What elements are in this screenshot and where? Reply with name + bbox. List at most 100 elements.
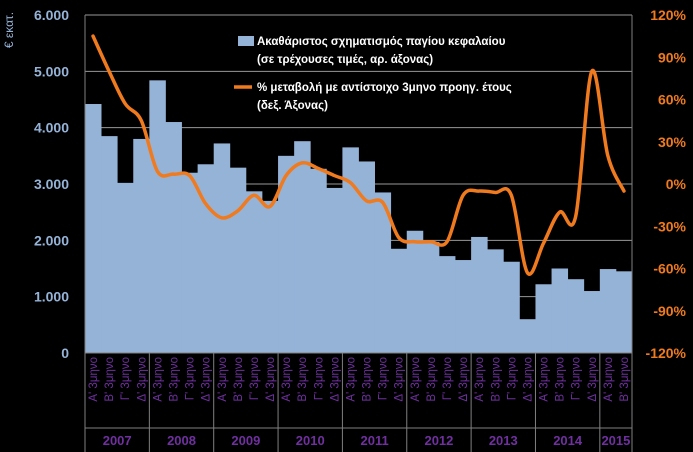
axes [84,15,633,354]
category-label: Γ' 3μηνο [378,357,390,400]
right-tick-label: 60% [658,92,687,108]
bar [599,269,617,353]
right-tick-label: -120% [646,345,687,361]
category-label: Δ' 3μηνο [329,357,341,402]
bar [471,236,488,353]
right-tick-label: 0% [666,176,687,192]
right-tick-label: -30% [653,218,686,234]
category-label: Δ' 3μηνο [458,357,470,402]
category-label: Α' 3μηνο [474,357,486,402]
left-tick-label: 4.000 [34,120,69,136]
left-tick-label: 1.000 [34,289,69,305]
bar [261,200,279,353]
bar [181,172,199,353]
category-label: Γ' 3μηνο [506,357,518,400]
year-label: 2013 [489,433,518,448]
left-tick-label: 5.000 [34,63,69,79]
legend-bar-swatch [238,36,254,46]
right-tick-label: 90% [658,49,687,65]
year-label: 2011 [360,433,388,448]
category-label: Β' 3μηνο [168,357,180,402]
bar [519,319,536,353]
right-axis-ticks: -120% -90% -60% -30% 0% 30% 60% 90% 120% [646,7,687,361]
legend-bar-label-line2: (σε τρέχουσες τιμές, αρ. άξονας) [257,54,433,66]
category-label: Δ' 3μηνο [522,357,534,402]
bar [406,230,424,353]
left-tick-label: 0 [61,345,69,361]
category-label: Β' 3μηνο [297,357,309,402]
category-label: Β' 3μηνο [555,357,567,402]
category-label: Α' 3μηνο [281,357,293,402]
bar [310,168,327,353]
bar [229,167,247,353]
legend-line-label-line2: (δεξ. Άξονας) [257,100,328,112]
right-tick-label: 120% [650,7,686,23]
bar [390,248,408,353]
year-label: 2008 [167,433,196,448]
category-label: Γ' 3μηνο [249,357,261,400]
bar [358,161,375,353]
left-axis-ticks: 0 1.000 2.000 3.000 4.000 5.000 6.000 [34,7,69,361]
category-label: Β' 3μηνο [426,357,438,402]
left-tick-label: 6.000 [34,7,69,23]
category-label: Δ' 3μηνο [394,357,406,402]
bar [133,138,150,353]
category-label: Α' 3μηνο [603,357,615,402]
category-label: Γ' 3μηνο [120,357,132,400]
bar [342,147,359,353]
category-label: Γ' 3μηνο [442,357,454,400]
category-label: Δ' 3μηνο [265,357,277,402]
bar [438,256,456,353]
year-label: 2009 [231,433,260,448]
category-label: Δ' 3μηνο [587,357,599,402]
bar [455,260,472,353]
x-axis-years: 2007 2008 2009 2010 2011 2012 2013 2014 2015 [84,353,633,452]
bar [213,143,231,353]
bar [487,249,504,353]
bar [326,187,343,353]
bar [165,122,182,353]
bar [535,284,552,353]
category-label: Β' 3μηνο [233,357,245,402]
bar [374,192,392,353]
bar [294,141,311,353]
category-label: Α' 3μηνο [539,357,551,402]
category-label: Γ' 3μηνο [571,357,583,400]
bar [149,80,166,353]
left-axis-label: € εκατ. [2,12,16,48]
category-label: Β' 3μηνο [490,357,502,402]
bar [101,136,118,353]
legend-bar-label-line1: Ακαθάριστος σχηματισμός παγίου κεφαλαίου [257,36,506,48]
bar [117,182,134,353]
right-tick-label: -90% [653,303,686,319]
bar [551,268,569,353]
bar [567,279,585,353]
category-label: Γ' 3μηνο [185,357,197,400]
bar [503,261,520,353]
category-label: Α' 3μηνο [152,357,164,402]
year-label: 2015 [601,433,630,448]
bar [615,271,633,353]
legend: Ακαθάριστος σχηματισμός παγίου κεφαλαίου… [234,36,512,112]
left-tick-label: 3.000 [34,176,69,192]
category-label: Α' 3μηνο [345,357,357,402]
bar [583,291,601,353]
year-label: 2014 [553,433,583,448]
year-label: 2007 [103,433,132,448]
series-line [91,34,626,276]
bar [85,104,102,353]
category-label: Α' 3μηνο [88,357,100,402]
year-label: 2010 [296,433,325,448]
category-label: Α' 3μηνο [217,357,229,402]
left-tick-label: 2.000 [34,232,69,248]
category-label: Δ' 3μηνο [136,357,148,402]
bar [245,191,263,353]
category-label: Β' 3μηνο [619,357,631,402]
category-label: Α' 3μηνο [410,357,422,402]
bar [422,242,440,353]
line-series [91,34,626,276]
right-tick-label: 30% [658,134,687,150]
right-tick-label: -60% [653,261,686,277]
category-label: Γ' 3μηνο [313,357,325,400]
